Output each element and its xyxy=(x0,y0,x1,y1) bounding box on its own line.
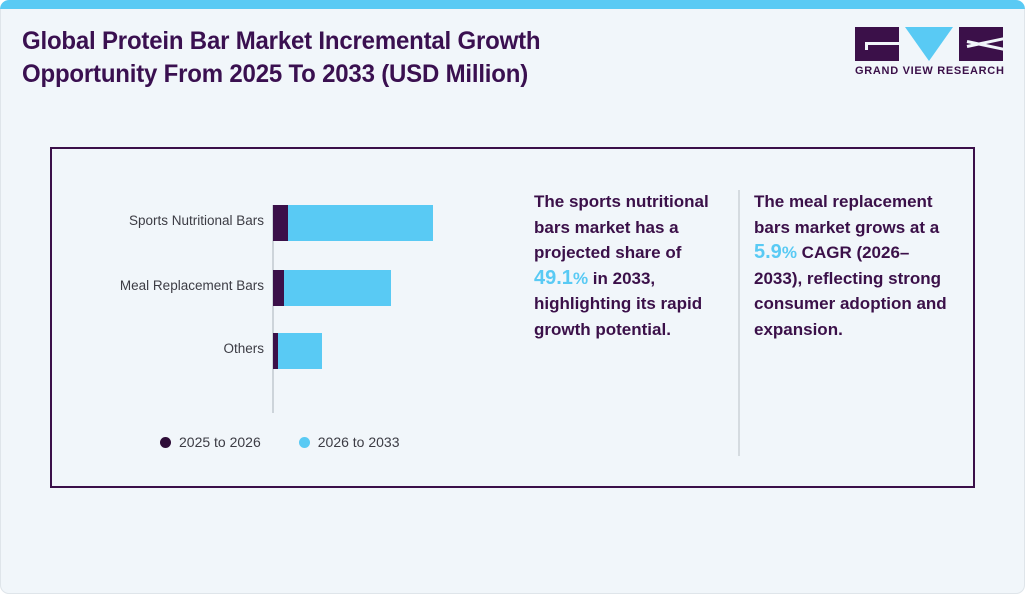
bar-segment-2026-to-2033[interactable] xyxy=(284,270,391,306)
chart-category-axis-line xyxy=(272,205,274,413)
insight-stat-value: 49.1% xyxy=(534,267,588,289)
logo-g-vertical-stroke xyxy=(865,42,868,50)
bar-segment-2025-to-2026[interactable] xyxy=(273,333,278,369)
logo-marks xyxy=(855,27,1003,61)
insight-text-after: CAGR (2026–2033), reflecting strong cons… xyxy=(754,243,947,339)
logo-g-horizontal-stroke xyxy=(865,42,899,45)
logo-letter-r-icon xyxy=(959,27,1003,61)
legend-label: 2025 to 2026 xyxy=(179,434,261,450)
chart-legend: 2025 to 2026 2026 to 2033 xyxy=(160,434,400,450)
brand-logo: GRAND VIEW RESEARCH xyxy=(855,27,1005,85)
insight-text-after: in 2033, highlighting its rapid growth p… xyxy=(534,268,703,339)
insight-meal-replacement-bars: The meal replacement bars market grows a… xyxy=(754,189,954,342)
insight-divider xyxy=(738,190,740,456)
chart-bar-row[interactable]: Meal Replacement Bars xyxy=(52,270,517,306)
bar-track xyxy=(273,270,391,306)
page-title: Global Protein Bar Market Incremental Gr… xyxy=(22,25,694,91)
legend-item-2025-to-2026[interactable]: 2025 to 2026 xyxy=(160,434,261,450)
insight-stat-value: 5.9% xyxy=(754,241,797,263)
header: Global Protein Bar Market Incremental Gr… xyxy=(0,9,1025,117)
insight-sports-nutritional-bars: The sports nutritional bars market has a… xyxy=(534,189,724,342)
insight-stat-suffix: % xyxy=(572,268,589,288)
legend-item-2026-to-2033[interactable]: 2026 to 2033 xyxy=(298,434,400,450)
content-panel: Sports Nutritional Bars Meal Replacement… xyxy=(50,147,975,488)
logo-letter-g-icon xyxy=(855,27,899,61)
page-title-line-2: Opportunity From 2025 To 2033 (USD Milli… xyxy=(22,60,529,88)
insight-stat-number: 49.1 xyxy=(534,266,573,289)
top-accent-bar xyxy=(0,0,1025,9)
bar-segment-2025-to-2026[interactable] xyxy=(273,205,288,241)
insight-stat-suffix: % xyxy=(781,243,797,262)
legend-swatch-icon xyxy=(298,436,310,448)
bar-category-label: Meal Replacement Bars xyxy=(119,278,264,293)
chart-bar-row[interactable]: Sports Nutritional Bars xyxy=(52,205,517,241)
bar-category-label: Sports Nutritional Bars xyxy=(128,213,264,228)
stacked-bar-chart: Sports Nutritional Bars Meal Replacement… xyxy=(52,149,517,486)
legend-label: 2026 to 2033 xyxy=(317,434,400,450)
logo-wordmark: GRAND VIEW RESEARCH xyxy=(855,65,1005,77)
bar-track xyxy=(273,205,433,241)
logo-letter-v-icon xyxy=(905,27,953,61)
page-title-line-1: Global Protein Bar Market Incremental Gr… xyxy=(22,27,541,55)
insight-stat-number: 5.9 xyxy=(754,241,782,263)
bar-segment-2026-to-2033[interactable] xyxy=(288,205,433,241)
bar-category-label: Others xyxy=(223,341,264,356)
insight-text-before: The meal replacement bars market grows a… xyxy=(754,192,940,237)
legend-swatch-icon xyxy=(160,436,171,448)
bar-segment-2026-to-2033[interactable] xyxy=(278,333,322,369)
insight-text-before: The sports nutritional bars market has a… xyxy=(534,192,709,262)
bar-track xyxy=(273,333,322,369)
chart-bar-row[interactable]: Others xyxy=(52,333,517,369)
bar-segment-2025-to-2026[interactable] xyxy=(273,270,284,306)
